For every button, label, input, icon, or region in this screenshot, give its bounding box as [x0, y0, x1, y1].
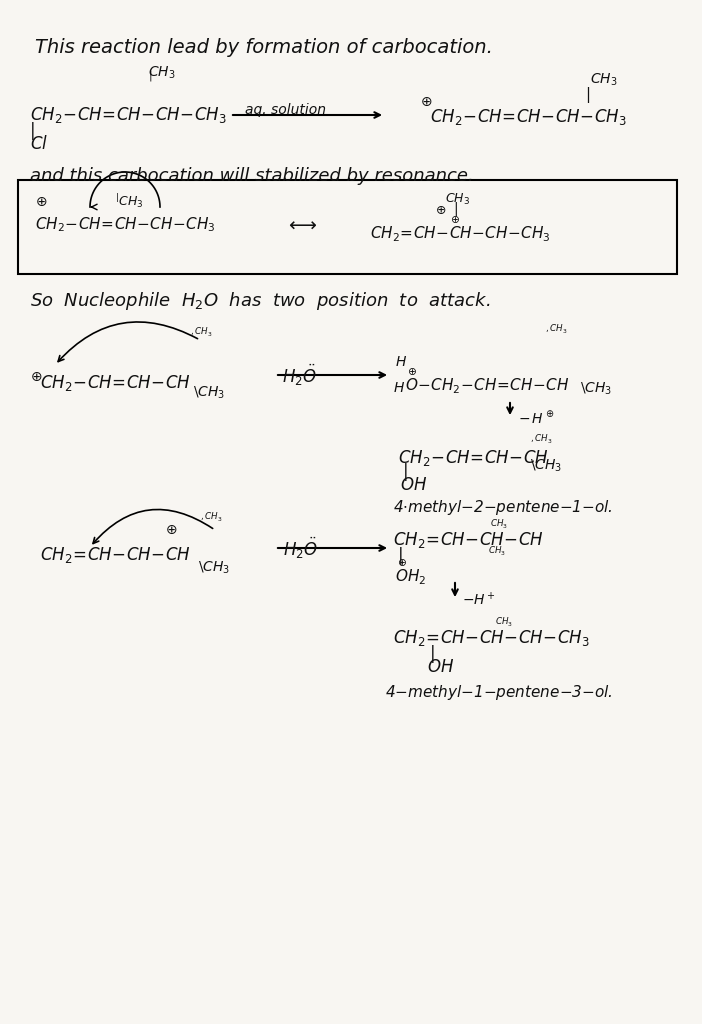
Text: $H_2\ddot{O}$: $H_2\ddot{O}$	[282, 362, 317, 388]
Text: $H$: $H$	[395, 355, 407, 369]
Text: $^{,CH_3}$: $^{,CH_3}$	[530, 435, 552, 449]
Text: $\backslash CH_3$: $\backslash CH_3$	[198, 560, 230, 577]
Text: $^{|}CH_3$: $^{|}CH_3$	[115, 193, 143, 210]
Text: $CH_2\!=\!CH\!-\!CH\!-\!CH$: $CH_2\!=\!CH\!-\!CH\!-\!CH$	[40, 545, 191, 565]
Text: |: |	[30, 122, 36, 140]
Text: |: |	[403, 463, 409, 481]
Text: $CH_2\!-\!CH\!=\!CH\!-\!CH\!-\!CH_3$: $CH_2\!-\!CH\!=\!CH\!-\!CH\!-\!CH_3$	[35, 215, 216, 233]
Text: $CH_2\!=\!CH\!-\!CH\!-\!CH$: $CH_2\!=\!CH\!-\!CH\!-\!CH$	[393, 530, 544, 550]
Text: |: |	[398, 547, 404, 565]
Text: |: |	[585, 87, 590, 103]
Text: |: |	[453, 202, 458, 216]
Text: $^{CH_3}$: $^{CH_3}$	[490, 520, 508, 534]
Text: 4$\cdot$methyl$-$2$-$pentene$-$1$-$ol.: 4$\cdot$methyl$-$2$-$pentene$-$1$-$ol.	[393, 498, 613, 517]
Text: $OH$: $OH$	[427, 658, 454, 676]
Text: $CH_2\!=\!CH\!-\!CH\!-\!CH\!-\!CH_3$: $CH_2\!=\!CH\!-\!CH\!-\!CH\!-\!CH_3$	[393, 628, 590, 648]
Text: So  Nucleophile  $H_2O$  has  two  position  to  attack.: So Nucleophile $H_2O$ has two position t…	[30, 290, 490, 312]
Text: $\backslash CH_3$: $\backslash CH_3$	[530, 458, 562, 474]
Text: $OH$: $OH$	[400, 476, 427, 494]
Text: $\longleftrightarrow$: $\longleftrightarrow$	[285, 215, 318, 234]
Text: $CH_2\!-\!CH\!=\!CH\!-\!CH$: $CH_2\!-\!CH\!=\!CH\!-\!CH$	[398, 449, 549, 468]
Text: $\overset{\oplus}{O}H_2$: $\overset{\oplus}{O}H_2$	[395, 558, 426, 588]
Text: $^{CH_3}$: $^{CH_3}$	[488, 547, 506, 560]
Text: $Cl$: $Cl$	[30, 135, 48, 153]
Text: $CH_2\!-\!CH\!=\!CH\!-\!CH\!-\!CH_3$: $CH_2\!-\!CH\!=\!CH\!-\!CH\!-\!CH_3$	[430, 106, 627, 127]
Text: $\oplus$: $\oplus$	[435, 204, 446, 217]
Text: $\overset{\oplus}{O}\!-\!CH_2\!-\!CH\!=\!CH\!-\!CH$: $\overset{\oplus}{O}\!-\!CH_2\!-\!CH\!=\…	[405, 367, 569, 396]
Text: $CH_2\!-\!CH\!=\!CH\!-\!CH$: $CH_2\!-\!CH\!=\!CH\!-\!CH$	[40, 373, 191, 393]
Text: $CH_2\!=\!CH\!-\!\overset{\oplus}{C}H\!-\!CH\!-\!CH_3$: $CH_2\!=\!CH\!-\!\overset{\oplus}{C}H\!-…	[370, 215, 551, 245]
Text: $\oplus$: $\oplus$	[35, 195, 47, 209]
Text: $CH_3$: $CH_3$	[148, 65, 176, 81]
Text: $\oplus$: $\oplus$	[420, 95, 432, 109]
Text: aq. solution: aq. solution	[245, 103, 326, 117]
Text: $^{,CH_3}$: $^{,CH_3}$	[545, 325, 568, 338]
Text: $CH_3$: $CH_3$	[590, 72, 618, 88]
Text: $-\,H^\oplus$: $-\,H^\oplus$	[518, 410, 555, 427]
Text: $\backslash CH_3$: $\backslash CH_3$	[580, 381, 612, 397]
Text: $CH_2\!-\!CH\!=\!CH\!-\!CH\!-\!CH_3$: $CH_2\!-\!CH\!=\!CH\!-\!CH\!-\!CH_3$	[30, 105, 227, 125]
Text: $H_2\ddot{O}$: $H_2\ddot{O}$	[283, 536, 318, 561]
Text: $^{CH_3}$: $^{CH_3}$	[495, 618, 513, 631]
Text: $^{,CH_3}$: $^{,CH_3}$	[190, 328, 213, 341]
Text: and this carbocation will stabilized by resonance.: and this carbocation will stabilized by …	[30, 167, 474, 185]
Text: $\backslash CH_3$: $\backslash CH_3$	[193, 385, 225, 401]
Text: $CH_3$: $CH_3$	[445, 193, 470, 207]
Text: $H$: $H$	[393, 381, 405, 395]
Text: $\oplus$: $\oplus$	[30, 370, 42, 384]
Text: This reaction lead by formation of carbocation.: This reaction lead by formation of carbo…	[35, 38, 493, 57]
Text: $\oplus$: $\oplus$	[165, 523, 178, 537]
Text: |: |	[430, 645, 436, 663]
Text: 4$-$methyl$-$1$-$pentene$-$3$-$ol.: 4$-$methyl$-$1$-$pentene$-$3$-$ol.	[385, 683, 613, 702]
Text: $^{|}$: $^{|}$	[148, 72, 152, 87]
Text: $^{,CH_3}$: $^{,CH_3}$	[200, 513, 223, 526]
Text: $-H^+$: $-H^+$	[462, 591, 496, 608]
